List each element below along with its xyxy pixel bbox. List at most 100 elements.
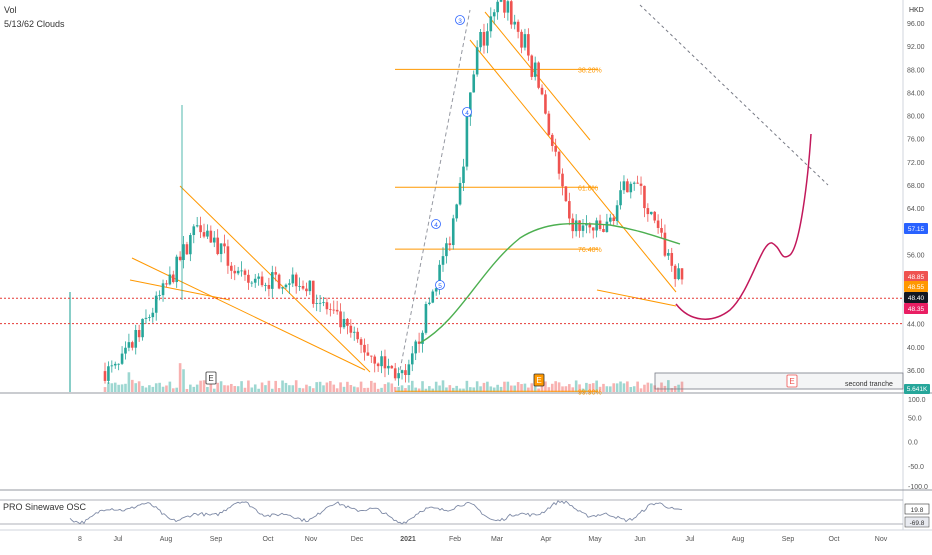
cloud-ma-line[interactable] [419, 222, 681, 344]
volume-bar [236, 386, 240, 392]
volume-bar [151, 386, 155, 392]
volume-bar [284, 382, 288, 392]
legend-clouds[interactable]: 5/13/62 Clouds [4, 19, 65, 29]
overlays: E E E 3 4 4 5 [205, 15, 812, 388]
candle-body [113, 363, 117, 366]
candle-body [397, 373, 400, 379]
volume-bar [373, 382, 377, 392]
candle-body [277, 274, 281, 289]
x-tick-label: 2021 [400, 536, 416, 543]
candle-body [158, 295, 161, 296]
legend-oscillator[interactable]: PRO Sinewave OSC [3, 502, 87, 512]
dashed-wave-line[interactable] [399, 9, 471, 371]
candle-body [544, 94, 547, 114]
candle-body [363, 344, 366, 353]
earnings-marker[interactable]: E [205, 371, 217, 385]
annotation-label: second tranche [845, 381, 893, 388]
volume-bar [154, 383, 158, 392]
earnings-marker[interactable]: E [533, 373, 545, 387]
volume-bar [393, 386, 397, 392]
candle-body [226, 246, 230, 266]
y-tick-label: 88.00 [907, 67, 925, 74]
earnings-marker[interactable]: E [786, 374, 798, 388]
volume-bar [397, 386, 400, 392]
trend-line[interactable] [129, 279, 231, 301]
osc-axis-tick: 0.0 [908, 440, 918, 447]
volume-bar [564, 386, 568, 392]
wave-label: 4 [434, 222, 438, 229]
volume-bar [110, 383, 114, 392]
candle-body [670, 253, 674, 266]
earnings-marker-label: E [789, 377, 794, 386]
volume-bar [428, 386, 431, 392]
drawing-tools: 38.20% 61.8% 76.40% 99.90% second tranche [0, 4, 904, 396]
candle-body [175, 256, 178, 283]
candle-body [253, 278, 257, 283]
y-tick-label: 56.00 [907, 252, 925, 259]
candle-body [380, 356, 383, 367]
volume-bar [598, 386, 602, 392]
candle-body [486, 31, 489, 46]
volume-bar [346, 381, 349, 392]
candle-body [506, 1, 510, 13]
volume-bar [308, 386, 312, 392]
candle-body [257, 276, 260, 279]
volume-bar [527, 387, 530, 392]
volume-bar [274, 380, 278, 392]
candle-body [667, 253, 670, 256]
candle-body [202, 232, 206, 237]
candle-body [124, 347, 127, 354]
fib-level-label: 61.8% [578, 185, 598, 192]
candle-body [516, 21, 520, 32]
volume-bar [424, 388, 428, 392]
volume-bar [605, 386, 609, 392]
volume-bar [550, 383, 554, 392]
dashed-trend-line[interactable] [639, 4, 829, 186]
candle-body [199, 225, 202, 233]
candle-body [154, 295, 158, 313]
volume-bar [253, 384, 257, 392]
volume-bar [475, 381, 479, 392]
candle-body [404, 370, 407, 376]
oscillator-pane: 100.0 50.0 0.0 -50.0 -100.0 19.8 -69.8 [0, 397, 930, 528]
candle-body [182, 244, 185, 261]
volume-bar [178, 363, 182, 392]
volume-bar [318, 381, 322, 392]
candle-body [168, 274, 172, 285]
osc-lower-badge [904, 516, 930, 528]
candle-body [110, 365, 114, 367]
projection-path[interactable] [675, 133, 812, 320]
second-tranche-box[interactable] [654, 372, 904, 390]
x-tick-label: Feb [449, 536, 461, 543]
volume-badge [904, 384, 930, 394]
candle-body [284, 284, 288, 288]
candle-body [219, 243, 223, 255]
volume-bar [667, 380, 670, 392]
legend-volume[interactable]: Vol [4, 5, 17, 15]
candle-body [274, 272, 278, 275]
trend-line[interactable] [179, 185, 371, 373]
candle-body [315, 303, 318, 304]
x-tick-label: Oct [263, 536, 274, 543]
candle-body [643, 185, 646, 209]
candle-body [120, 353, 124, 364]
wave-label-circle [431, 219, 441, 229]
candle-body [134, 329, 138, 348]
candle-body [414, 341, 417, 354]
candle-body [550, 134, 554, 146]
candle-body [390, 365, 394, 369]
candle-body [301, 286, 305, 289]
volume-bar [591, 383, 595, 392]
x-tick-label: Aug [160, 536, 173, 543]
candle-body [260, 276, 264, 286]
volume-bar [301, 388, 305, 392]
candle-body [626, 181, 629, 193]
trend-line[interactable] [469, 39, 677, 293]
volume-bar [513, 385, 517, 392]
y-tick-label: 76.00 [907, 137, 925, 144]
earnings-marker-box [786, 374, 798, 388]
earnings-marker-label: E [536, 376, 541, 385]
volume-bar [602, 383, 605, 392]
volume-bar [571, 387, 575, 392]
